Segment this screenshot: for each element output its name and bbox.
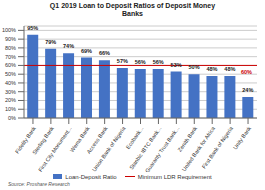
svg-text:20%: 20% bbox=[8, 97, 16, 103]
svg-text:Stanbic IBTC Bank...: Stanbic IBTC Bank... bbox=[128, 125, 162, 171]
svg-text:0%: 0% bbox=[8, 115, 16, 121]
svg-text:24%: 24% bbox=[242, 87, 253, 93]
svg-text:69%: 69% bbox=[81, 48, 92, 54]
svg-text:30%: 30% bbox=[8, 89, 16, 95]
svg-text:53%: 53% bbox=[171, 62, 182, 68]
html-text:Q1 2019 Loan to Deposit Ratios: Q1 2019 Loan to Deposit Ratios of Deposi… bbox=[49, 2, 216, 17]
svg-text:70%: 70% bbox=[8, 54, 16, 60]
html-text:Minimum LDR Requirement: Minimum LDR Requirement bbox=[137, 173, 212, 180]
svg-text:48%: 48% bbox=[206, 66, 217, 72]
svg-text:74%: 74% bbox=[63, 43, 74, 49]
svg-text:Ecobank...: Ecobank... bbox=[124, 125, 145, 151]
svg-text:Zenith Bank: Zenith Bank bbox=[176, 125, 199, 153]
svg-text:Union Bank of Nigeria: Union Bank of Nigeria bbox=[91, 125, 127, 172]
svg-text:60%: 60% bbox=[8, 62, 16, 68]
svg-text:48%: 48% bbox=[224, 66, 235, 72]
svg-text:40%: 40% bbox=[8, 80, 16, 86]
svg-text:Guaranty Trust Bank...: Guaranty Trust Bank... bbox=[144, 125, 181, 172]
svg-text:80%: 80% bbox=[8, 45, 16, 51]
svg-text:60%: 60% bbox=[241, 69, 252, 75]
svg-text:95%: 95% bbox=[27, 25, 38, 31]
svg-text:First City Monument...: First City Monument... bbox=[37, 125, 73, 172]
svg-text:Unity Bank: Unity Bank bbox=[232, 125, 252, 150]
svg-text:Fidelity Bank: Fidelity Bank bbox=[14, 125, 37, 155]
svg-text:56%: 56% bbox=[135, 59, 146, 65]
svg-text:79%: 79% bbox=[45, 39, 56, 45]
svg-text:Wema Bank: Wema Bank bbox=[68, 125, 91, 154]
svg-text:56%: 56% bbox=[153, 59, 164, 65]
svg-text:100%: 100% bbox=[8, 27, 16, 33]
svg-text:10%: 10% bbox=[8, 106, 16, 112]
html-text:Loan-Deposit Ratio: Loan-Deposit Ratio bbox=[65, 173, 117, 180]
svg-text:United Bank for Africa: United Bank for Africa bbox=[181, 125, 217, 172]
svg-text:First Bank of Nigeria: First Bank of Nigeria bbox=[201, 125, 235, 170]
svg-text:66%: 66% bbox=[99, 50, 110, 56]
svg-text:90%: 90% bbox=[8, 36, 16, 42]
svg-text:Access Bank: Access Bank bbox=[85, 125, 109, 155]
html-text:Source: Proshare Research: Source: Proshare Research bbox=[8, 181, 70, 187]
svg-text:57%: 57% bbox=[117, 58, 128, 64]
svg-text:Sterling Bank: Sterling Bank bbox=[31, 125, 55, 156]
svg-text:50%: 50% bbox=[189, 64, 200, 70]
svg-text:50%: 50% bbox=[8, 71, 16, 77]
